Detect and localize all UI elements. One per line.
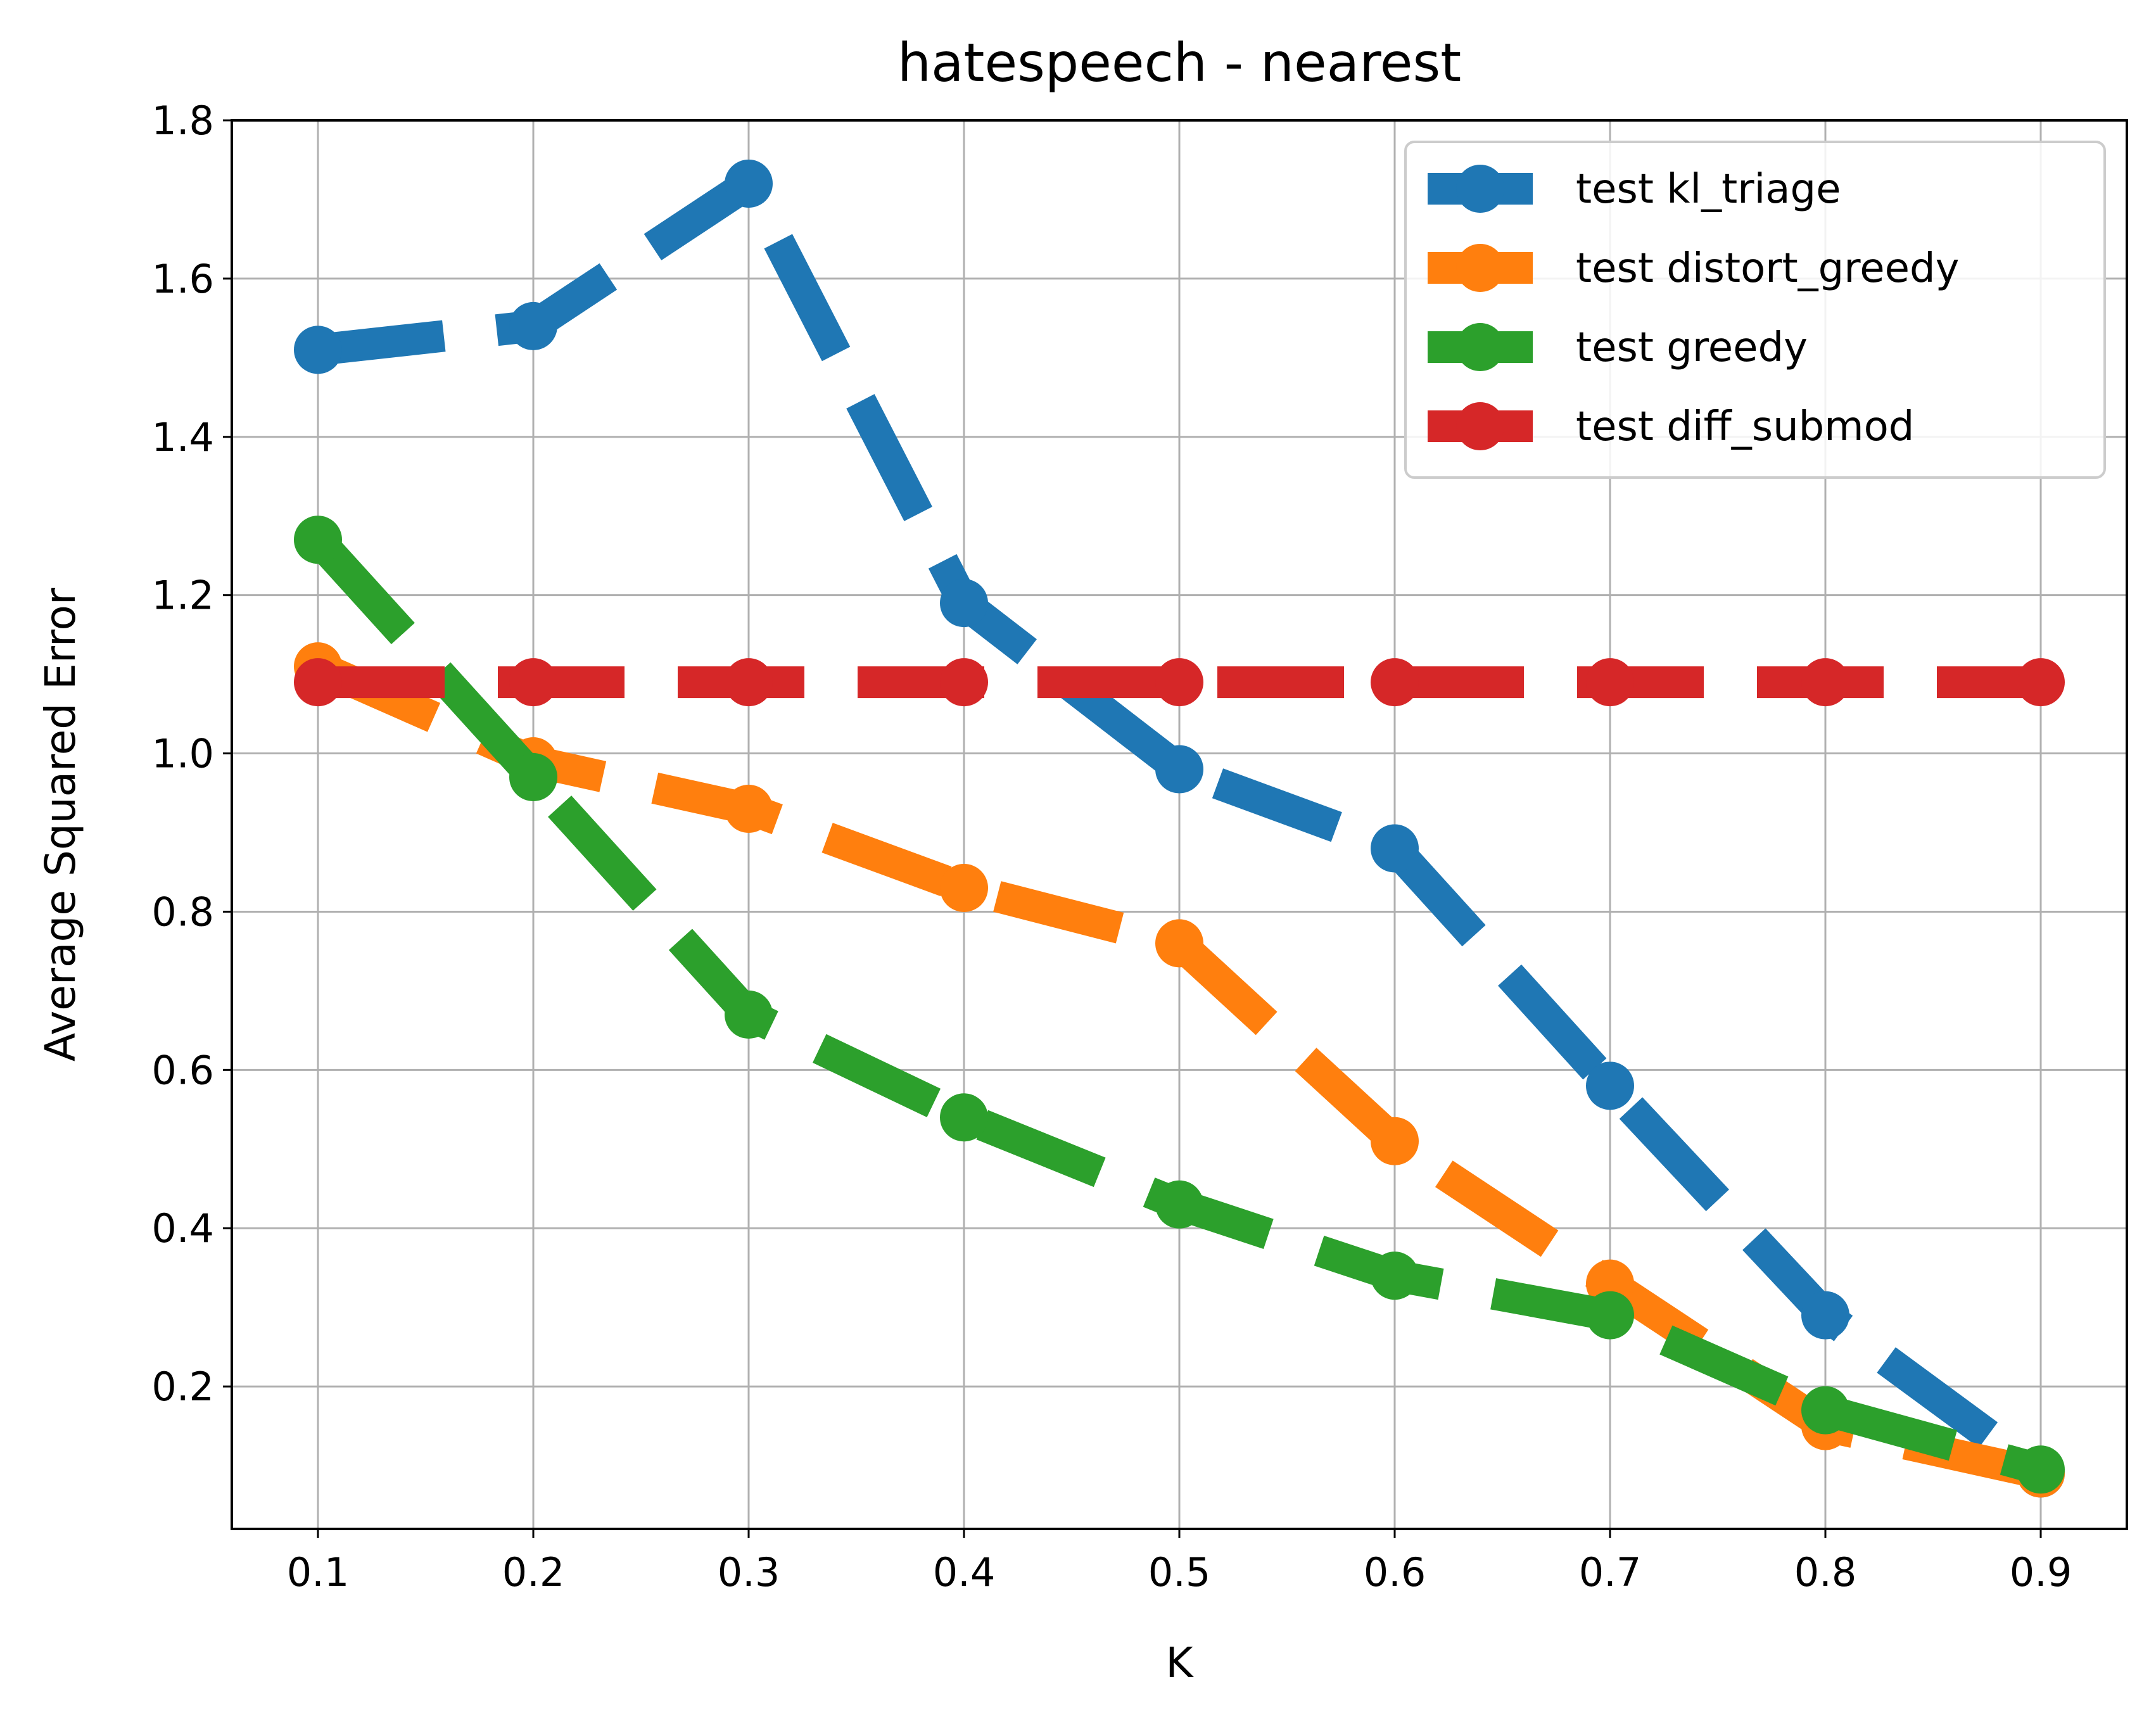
legend-swatch-marker (1456, 244, 1504, 292)
data-point (940, 863, 988, 912)
series-line (316, 160, 2050, 1486)
legend-label: test distort_greedy (1576, 245, 1959, 292)
data-point (1371, 824, 1419, 873)
legend-swatch-marker (1456, 165, 1504, 213)
data-point (1801, 1291, 1849, 1340)
legend-item: test distort_greedy (1428, 244, 1959, 292)
legend-label: test kl_triage (1576, 166, 1841, 213)
chart-title: hatespeech - nearest (897, 32, 1461, 94)
data-series (294, 159, 2065, 1498)
x-axis-ticks: 0.1 0.2 0.3 0.4 0.5 0.6 0.7 0.8 0.9 (287, 1529, 2072, 1595)
data-point (294, 326, 342, 374)
y-tick-label: 1.8 (151, 98, 214, 144)
data-point (1155, 658, 1203, 707)
data-point (509, 658, 557, 707)
x-tick-label: 0.7 (1579, 1549, 1642, 1595)
y-axis-ticks: 0.2 0.4 0.6 0.8 1.0 1.2 1.4 1.6 1.8 (151, 98, 232, 1410)
data-point (1586, 1062, 1634, 1110)
legend-box (1404, 141, 2106, 479)
data-point (2017, 1445, 2065, 1494)
x-tick-label: 0.6 (1364, 1549, 1426, 1595)
data-point (1155, 1180, 1203, 1229)
x-tick-label: 0.8 (1794, 1549, 1857, 1595)
data-point (1371, 1252, 1419, 1300)
y-tick-label: 1.2 (151, 573, 214, 619)
data-point (725, 785, 773, 833)
data-point (294, 658, 342, 707)
series-3 (294, 516, 2065, 1494)
x-tick-label: 0.9 (2010, 1549, 2072, 1595)
y-axis-label: Average Squared Error (36, 587, 85, 1062)
x-tick-label: 0.2 (502, 1549, 565, 1595)
data-point (1371, 1117, 1419, 1165)
legend-swatch-marker (1456, 402, 1504, 450)
y-tick-label: 0.2 (151, 1364, 214, 1410)
data-point (1586, 658, 1634, 707)
legend-label: test greedy (1576, 324, 1808, 371)
data-point (1155, 745, 1203, 794)
series-4 (294, 658, 2065, 707)
data-point (2017, 658, 2065, 707)
x-tick-label: 0.3 (718, 1549, 780, 1595)
data-point (509, 301, 557, 350)
data-point (940, 1093, 988, 1142)
legend-label: test diff_submod (1576, 403, 1914, 450)
y-tick-label: 0.8 (151, 889, 214, 935)
data-point (509, 753, 557, 802)
data-point (1801, 1386, 1849, 1435)
y-tick-label: 1.0 (151, 731, 214, 777)
data-point (725, 658, 773, 707)
y-tick-label: 1.6 (151, 256, 214, 302)
x-tick-label: 0.4 (933, 1549, 996, 1595)
data-point (940, 579, 988, 628)
data-point (725, 159, 773, 208)
plot-frame (231, 119, 2128, 1530)
x-tick-label: 0.5 (1148, 1549, 1211, 1595)
data-point (294, 516, 342, 564)
y-tick-label: 0.6 (151, 1047, 214, 1093)
data-point (1801, 658, 1849, 707)
data-point (725, 990, 773, 1039)
y-tick-label: 1.4 (151, 414, 214, 460)
legend-swatch-marker (1456, 323, 1504, 371)
legend-item: test diff_submod (1428, 402, 1914, 450)
x-tick-label: 0.1 (287, 1549, 350, 1595)
data-point (940, 658, 988, 707)
x-axis-label: K (1165, 1638, 1194, 1687)
data-point (1155, 919, 1203, 968)
legend-item: test kl_triage (1428, 165, 1841, 213)
legend-item: test greedy (1428, 323, 1808, 371)
data-point (1371, 658, 1419, 707)
y-tick-label: 0.4 (151, 1205, 214, 1252)
data-point (1586, 1291, 1634, 1340)
